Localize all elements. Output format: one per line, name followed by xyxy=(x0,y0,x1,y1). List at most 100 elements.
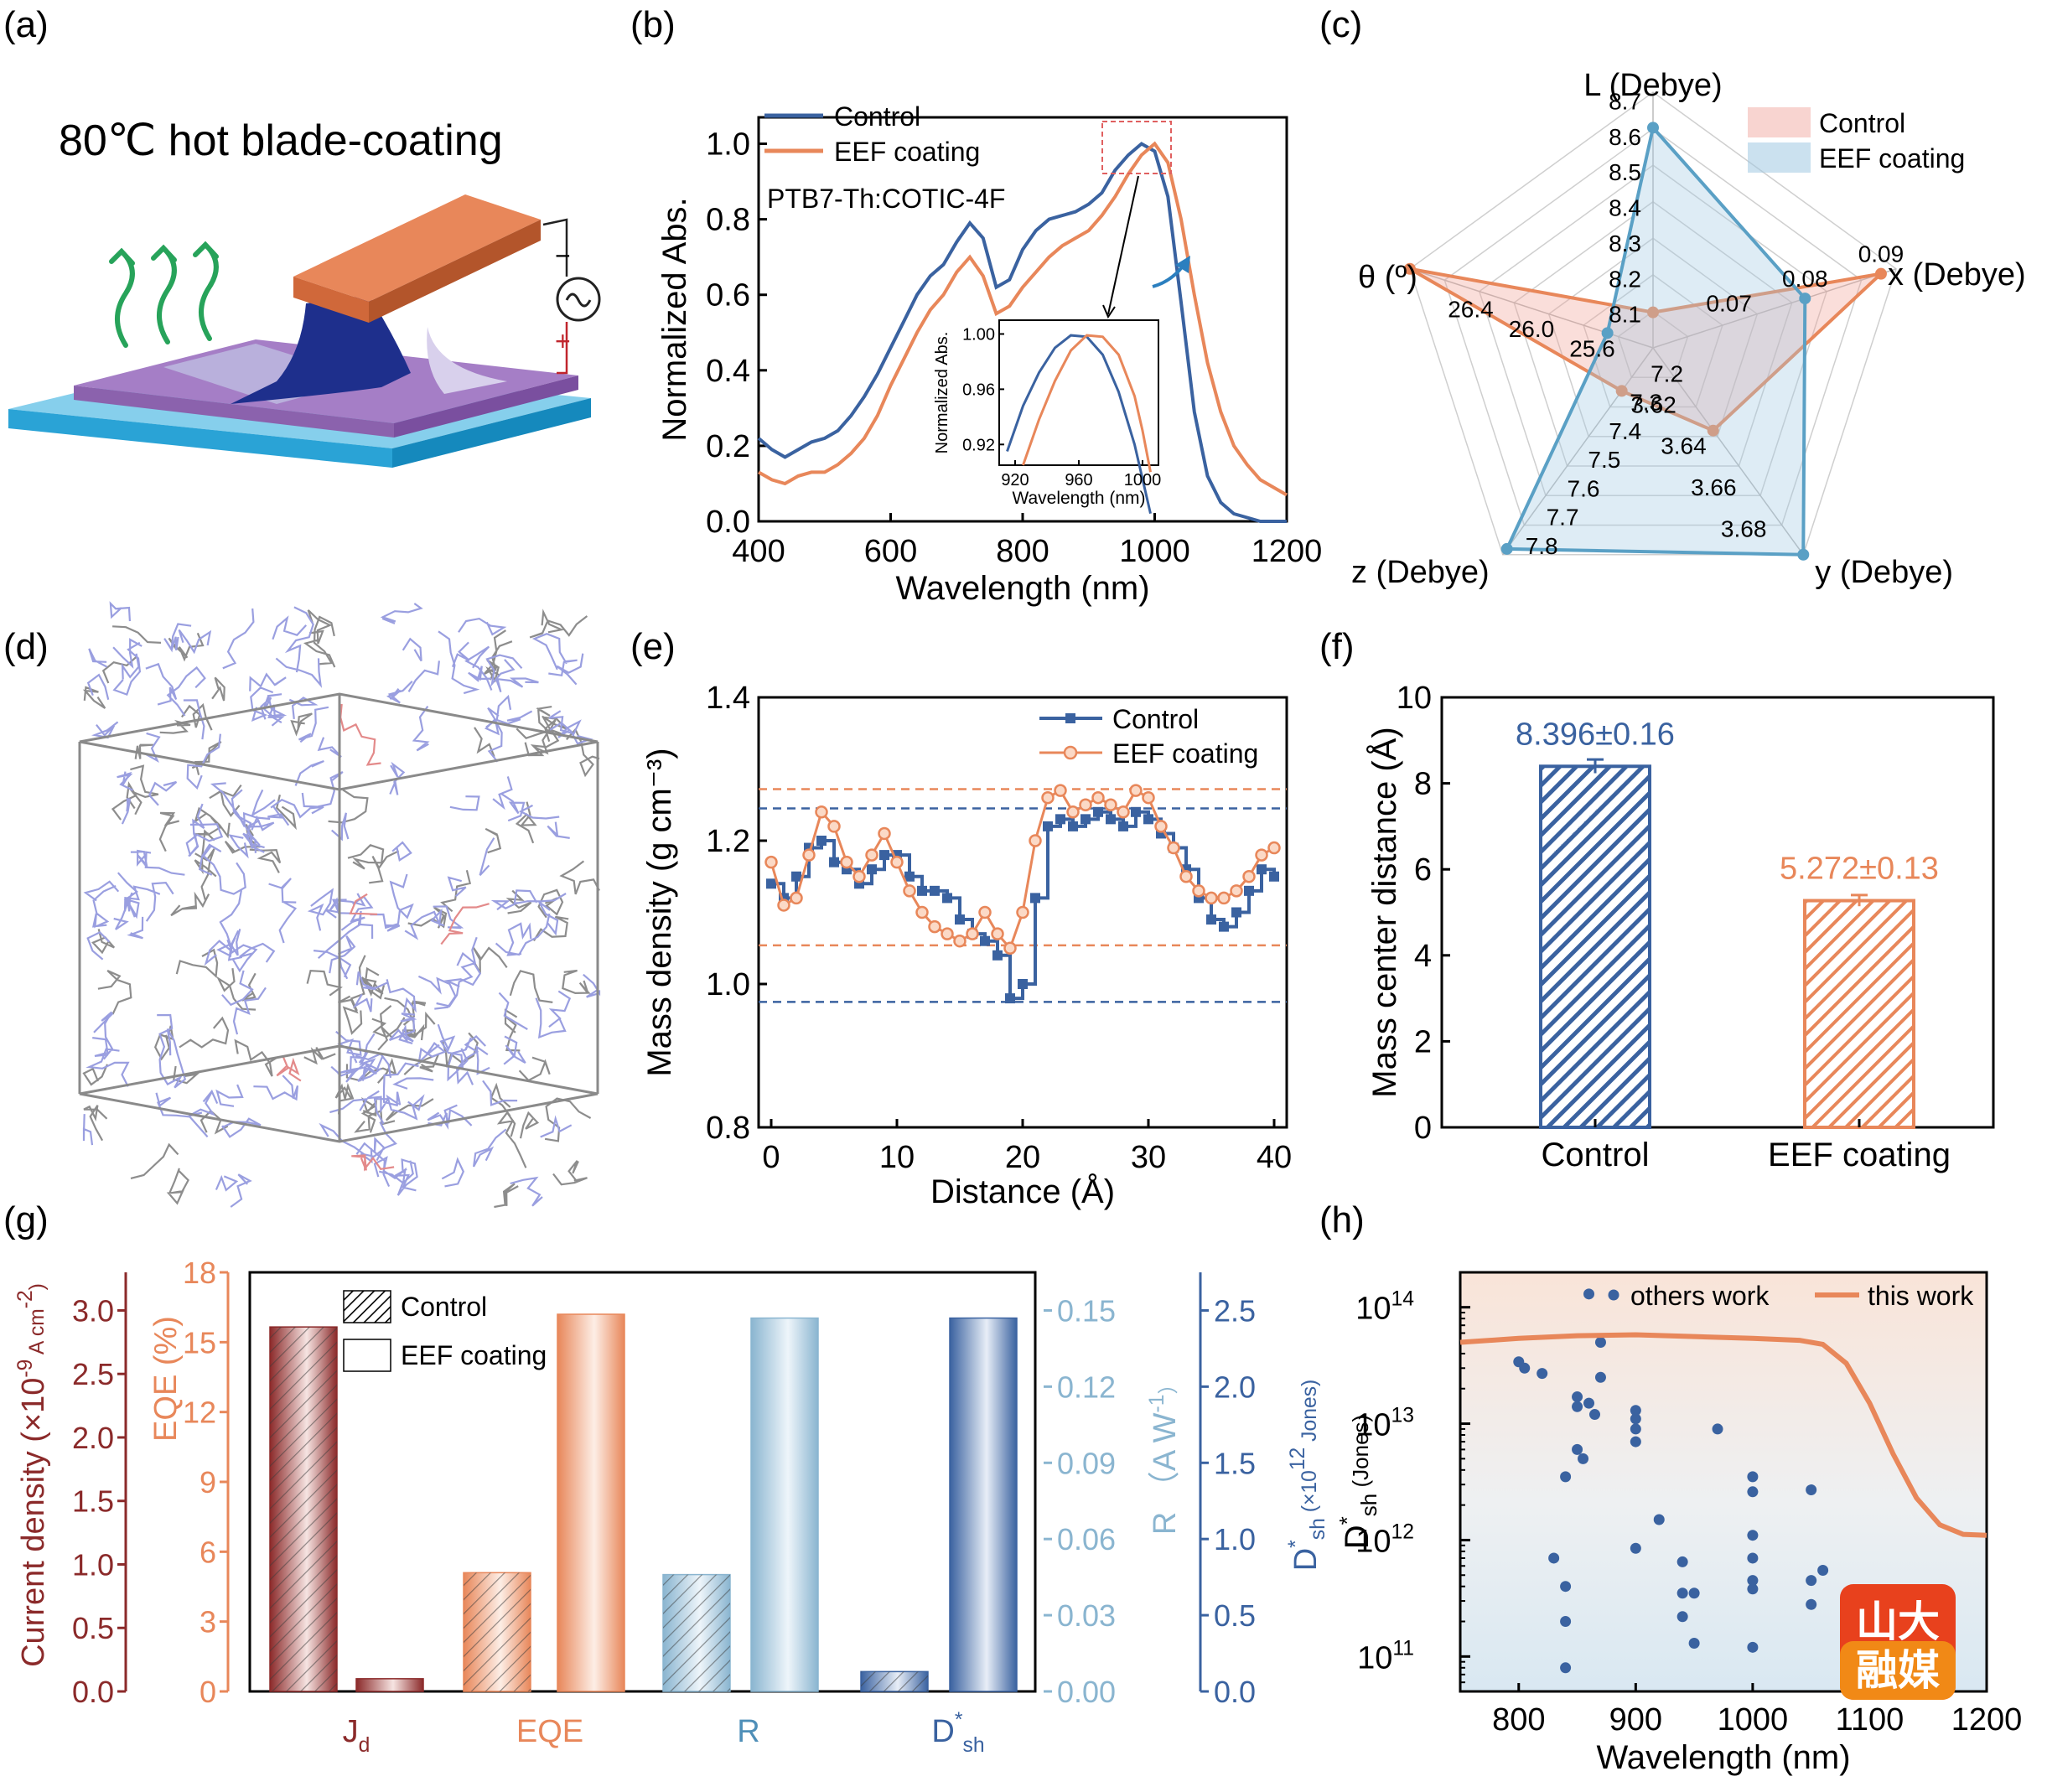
g-y-axis-label-eqe: EQE (%) xyxy=(148,1316,184,1442)
c-series-point-control xyxy=(1403,262,1416,275)
h-point-others-work xyxy=(1537,1368,1548,1380)
g-legend-swatch-eef xyxy=(343,1339,391,1372)
watermark-line2: 融媒 xyxy=(1856,1647,1941,1694)
f-y-axis-label: Mass center distance (Å) xyxy=(1366,727,1403,1097)
g-axis-tick-label: 3 xyxy=(200,1605,216,1639)
simulation-cell xyxy=(78,692,599,1143)
minus-label: − xyxy=(555,241,571,271)
e-point-eef xyxy=(1066,805,1080,819)
g-bar-hatch xyxy=(270,1327,337,1691)
h-point-others-work xyxy=(1688,1587,1700,1599)
h-point-others-work xyxy=(1630,1405,1641,1417)
c-axis-tick-label: 26.4 xyxy=(1448,296,1494,322)
film-front xyxy=(74,386,394,438)
h-frame xyxy=(1459,1271,1988,1693)
c-series-point-eef xyxy=(1601,327,1614,339)
e-point-control xyxy=(1219,921,1229,932)
e-point-eef xyxy=(903,884,916,898)
e-point-control xyxy=(791,871,801,882)
b-inset-xtick-label: 920 xyxy=(1001,471,1029,489)
b-zoom-box xyxy=(1101,121,1172,174)
panel-label-h: (h) xyxy=(1319,1199,1365,1240)
e-point-eef xyxy=(1054,784,1067,797)
c-axis-title-x: x (Debye) xyxy=(1888,257,2026,293)
e-point-eef xyxy=(890,855,904,869)
b-ytick-label: 0.0 xyxy=(706,505,750,540)
h-point-others-work xyxy=(1653,1514,1665,1525)
g-axis-tick-label: 18 xyxy=(183,1256,216,1290)
b-inset-line-control xyxy=(1006,334,1152,515)
e-point-control xyxy=(1043,821,1053,831)
h-xtick-label: 1100 xyxy=(1836,1702,1904,1738)
panel-label-e: (e) xyxy=(630,626,676,667)
h-ytick-label: 1013 xyxy=(1355,1405,1414,1443)
f-bar-eef xyxy=(1803,899,1915,1129)
e-point-eef xyxy=(991,927,1004,940)
h-point-others-work xyxy=(1817,1565,1829,1577)
e-point-eef xyxy=(764,855,778,869)
c-series-area-control xyxy=(1408,267,1887,433)
h-xtick-label: 800 xyxy=(1492,1702,1545,1738)
h-legend-this: this work xyxy=(1868,1281,1974,1311)
g-bar-hatch xyxy=(861,1671,928,1691)
e-point-eef xyxy=(1091,790,1105,805)
e-xtick-label: 0 xyxy=(762,1140,780,1175)
b-redshift-arrowhead xyxy=(1175,256,1190,273)
b-ytick-label: 0.4 xyxy=(706,354,750,389)
b-xtick-label: 400 xyxy=(732,534,785,569)
e-point-control xyxy=(1269,871,1279,882)
md-simulation-box xyxy=(78,601,601,1209)
h-point-others-work xyxy=(1548,1552,1560,1564)
g-bar-eef xyxy=(949,1317,1018,1692)
h-point-others-work xyxy=(1560,1581,1572,1593)
blade-front xyxy=(293,277,369,323)
b-inset-ytick-label: 0.92 xyxy=(962,436,995,454)
c-axis-title-y: y (Debye) xyxy=(1815,555,1953,590)
h-point-others-work xyxy=(1630,1413,1641,1425)
e-point-eef xyxy=(1079,798,1092,811)
g-category-label-r: R xyxy=(737,1714,759,1749)
e-ytick-label: 1.4 xyxy=(706,681,750,716)
b-ytick-label: 0.2 xyxy=(706,429,750,464)
film-side xyxy=(394,375,578,438)
b-legend-control: Control xyxy=(834,101,920,132)
f-category-label: Control xyxy=(1542,1137,1650,1173)
e-point-eef xyxy=(978,905,992,919)
c-series-point-control xyxy=(1874,267,1887,280)
h-point-others-work xyxy=(1572,1443,1583,1455)
g-axis-tick-label: 0.12 xyxy=(1057,1370,1116,1404)
panel-label-a: (a) xyxy=(3,4,49,45)
e-point-control xyxy=(955,914,965,925)
g-axis-tick-label: 2.0 xyxy=(1214,1370,1256,1404)
e-xtick-label: 30 xyxy=(1131,1140,1166,1175)
e-point-eef xyxy=(1205,891,1218,905)
h-point-others-work xyxy=(1806,1484,1817,1496)
g-axis-tick-label: 1.5 xyxy=(1214,1446,1256,1480)
e-point-eef xyxy=(1267,841,1281,855)
c-axis-tick-label: 26.0 xyxy=(1509,316,1555,342)
c-axis-tick-label: 0.09 xyxy=(1858,241,1904,267)
h-point-others-work xyxy=(1806,1575,1817,1587)
b-inset-ylabel: Normalized Abs. xyxy=(933,332,951,454)
e-legend-marker-control xyxy=(1065,713,1075,723)
b-legend-eef: EEF coating xyxy=(834,137,980,167)
b-inset-xtick-label: 1000 xyxy=(1124,471,1162,489)
h-xtick-label: 1200 xyxy=(1951,1702,2023,1738)
g-bar-eef xyxy=(557,1313,625,1692)
g-axis-tick-label: 0 xyxy=(200,1675,216,1709)
e-point-control xyxy=(1018,979,1028,989)
e-point-eef xyxy=(1029,834,1042,847)
e-y-axis-label: Mass density (g cm⁻³) xyxy=(641,748,678,1076)
e-point-eef xyxy=(1129,784,1143,797)
g-category-label-jd: Jd xyxy=(343,1714,371,1757)
c-grid-ring xyxy=(1478,164,1828,497)
f-bar-control xyxy=(1539,764,1651,1130)
h-point-others-work xyxy=(1676,1587,1688,1599)
e-point-eef xyxy=(1255,848,1268,862)
g-category-label-dsh: D*sh xyxy=(931,1709,984,1757)
e-ytick-label: 1.2 xyxy=(706,824,750,859)
h-point-others-work xyxy=(1630,1423,1641,1435)
e-point-eef xyxy=(815,805,828,819)
g-y-axis-label-current: Current density (×10-9 A cm-2) xyxy=(14,1283,51,1667)
